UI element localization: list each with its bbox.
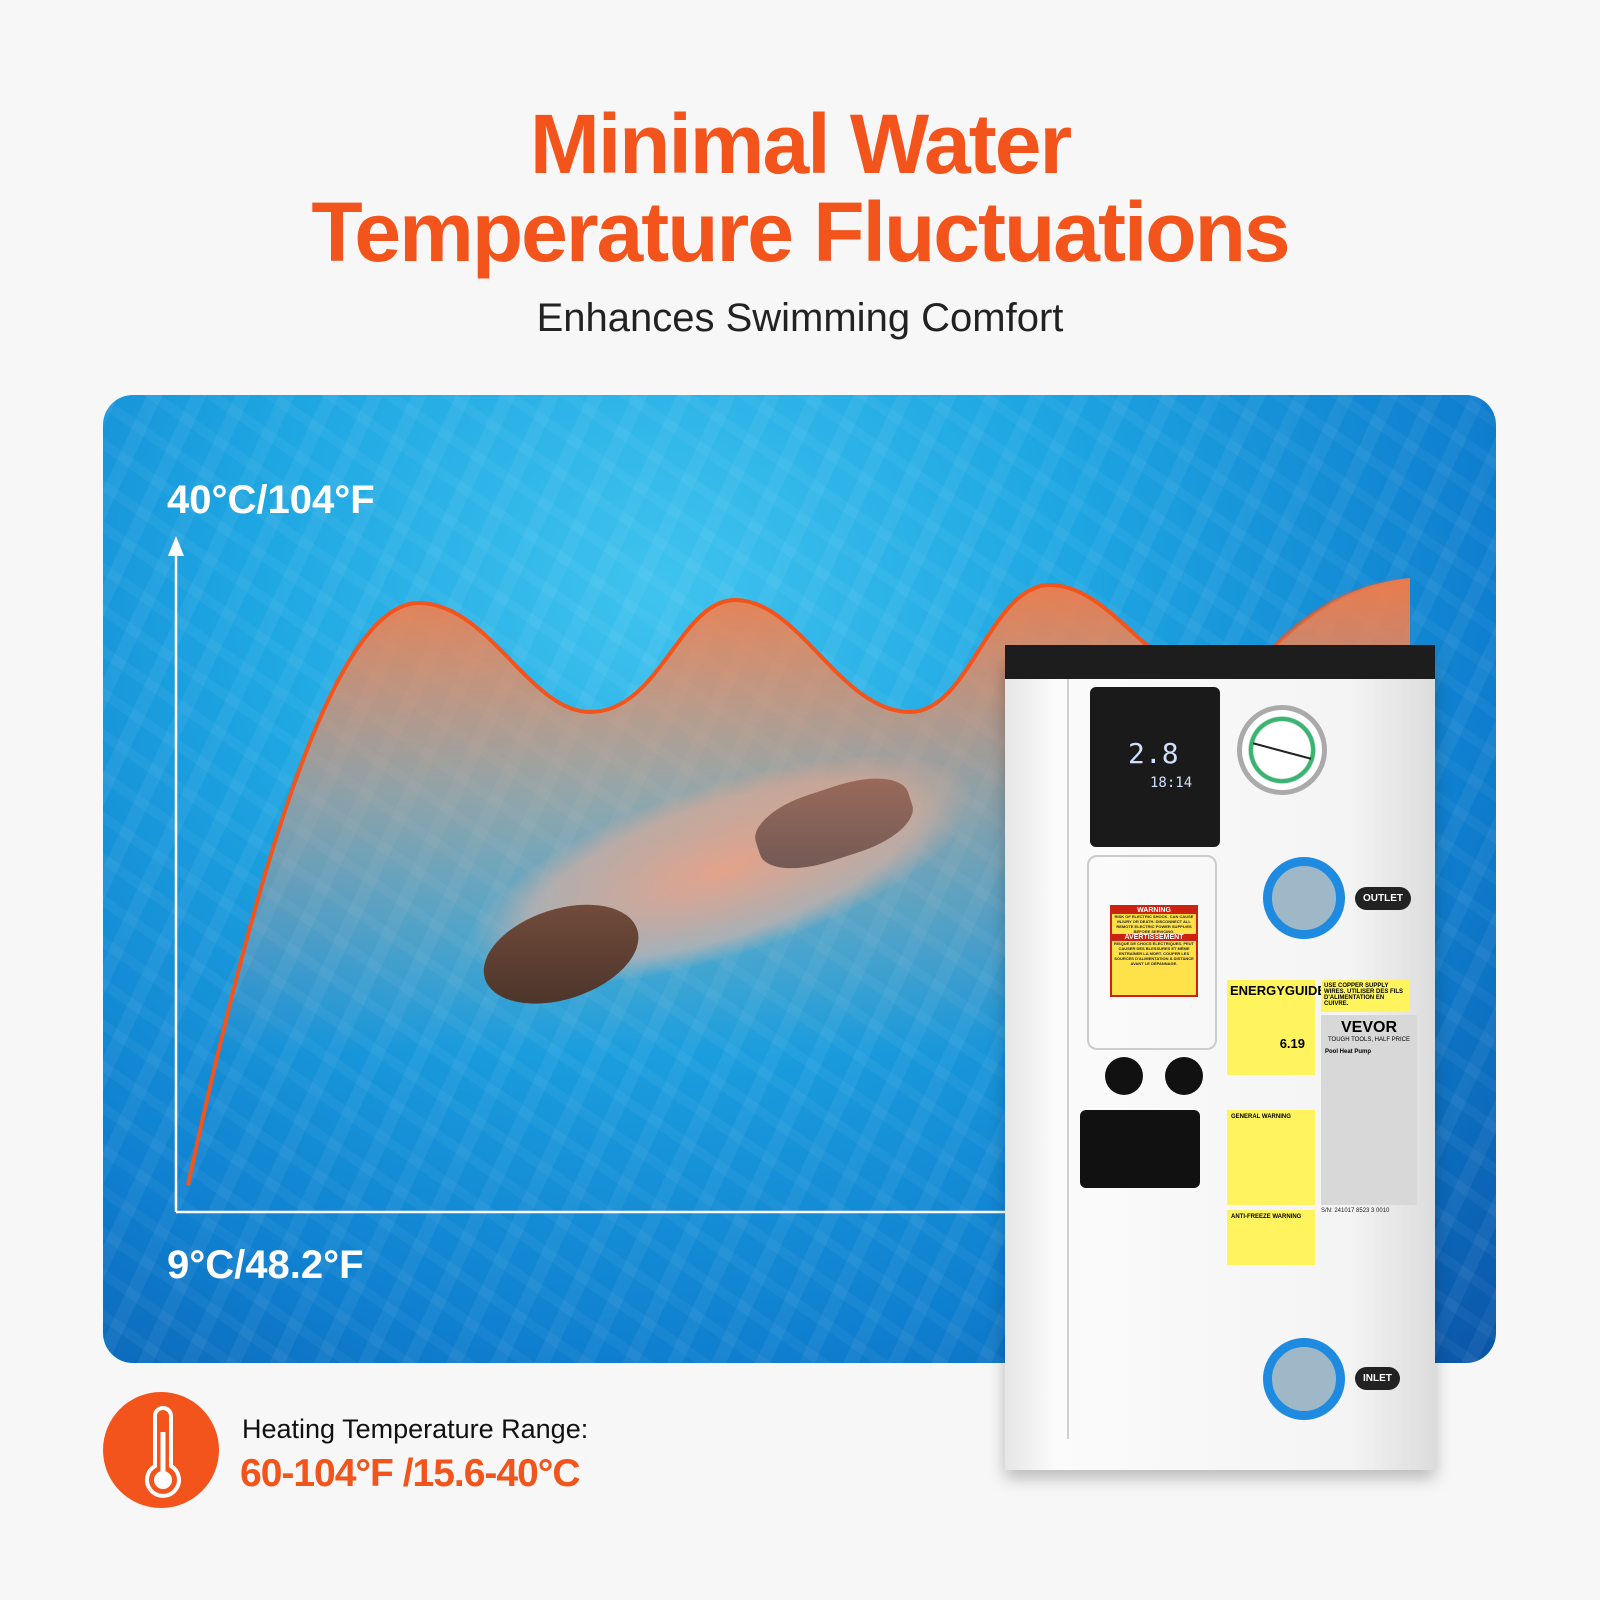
general-warning-label: GENERAL WARNING xyxy=(1227,1110,1315,1205)
copper-wire-label: USE COPPER SUPPLY WIRES. UTILISER DES FI… xyxy=(1321,980,1409,1012)
warning-text: RISK OF ELECTRIC SHOCK. CAN CAUSE INJURY… xyxy=(1114,914,1194,934)
product-name: Pool Heat Pump xyxy=(1325,1049,1372,1055)
warning-text-fr: RISQUE DE CHOCS ÉLECTRIQUES. PEUT CAUSER… xyxy=(1113,941,1194,966)
energyguide-label: ENERGYGUIDE 6.19 xyxy=(1227,980,1327,1075)
pump-panel-seam xyxy=(1067,679,1069,1439)
display-clock: 18:14 xyxy=(1150,775,1193,791)
warning-label: WARNING RISK OF ELECTRIC SHOCK. CAN CAUS… xyxy=(1110,905,1198,997)
brand-logo: VEVOR xyxy=(1340,1019,1397,1036)
cable-gland-left xyxy=(1105,1057,1143,1095)
headline-line-2: Temperature Fluctuations xyxy=(311,185,1290,279)
pressure-gauge xyxy=(1237,705,1327,795)
pump-top-cover xyxy=(1005,645,1435,679)
headline: Minimal Water Temperature Fluctuations xyxy=(0,100,1600,276)
subtitle: Enhances Swimming Comfort xyxy=(536,296,1064,340)
display-temperature: 2.8 xyxy=(1128,737,1179,770)
brand-tagline: TOUGH TOOLS, HALF PRICE xyxy=(1327,1037,1411,1043)
warning-title: WARNING xyxy=(1112,907,1196,914)
y-axis-arrow-icon xyxy=(168,536,184,556)
energyguide-title: ENERGYGUIDE xyxy=(1230,983,1327,998)
inlet-tag: INLET xyxy=(1355,1367,1400,1390)
access-panel xyxy=(1087,855,1217,1050)
thermometer-icon xyxy=(145,1406,181,1498)
serial-number: S/N: 241017 8523 3 0010 xyxy=(1321,1208,1390,1214)
feature-label: Heating Temperature Range: xyxy=(242,1414,589,1444)
control-display: 2.8 18:14 xyxy=(1090,687,1220,847)
outlet-tag: OUTLET xyxy=(1355,887,1411,910)
outlet-port xyxy=(1263,857,1345,939)
carry-handle xyxy=(1080,1110,1200,1188)
thermometer-badge xyxy=(103,1392,219,1508)
warning-title-fr: AVERTISSEMENT xyxy=(1112,934,1196,941)
max-temp-label: 40°C/104°F xyxy=(167,478,375,522)
pool-heat-pump: 2.8 18:14 WARNING RISK OF ELECTRIC SHOCK… xyxy=(1005,645,1435,1470)
min-temp-label: 9°C/48.2°F xyxy=(167,1243,364,1287)
efficiency-value: 6.19 xyxy=(1279,1036,1305,1051)
headline-line-1: Minimal Water xyxy=(529,97,1072,191)
rating-plate: VEVOR TOUGH TOOLS, HALF PRICE Pool Heat … xyxy=(1321,1015,1417,1205)
inlet-port xyxy=(1263,1338,1345,1420)
feature-value: 60-104°F /15.6-40°C xyxy=(240,1452,581,1495)
cable-gland-right xyxy=(1165,1057,1203,1095)
antifreeze-warning-label: ANTI-FREEZE WARNING xyxy=(1227,1210,1315,1265)
